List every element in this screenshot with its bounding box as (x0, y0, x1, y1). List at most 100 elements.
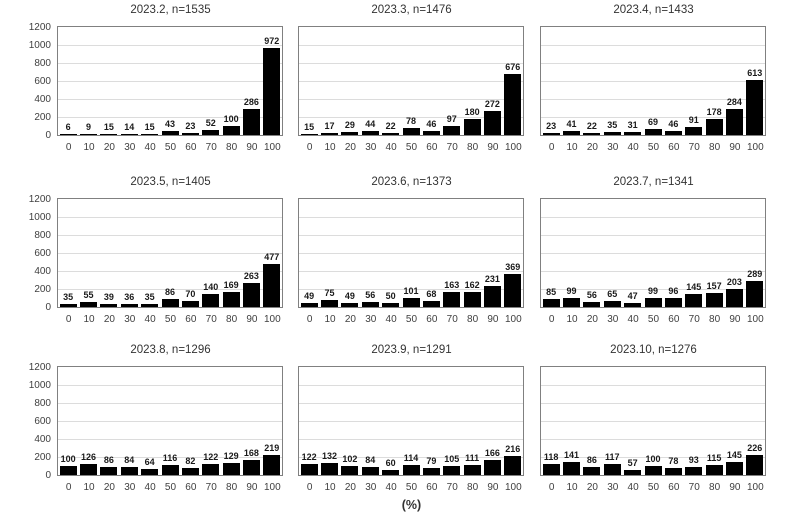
bar (542, 464, 560, 475)
bar (222, 126, 240, 135)
bar (624, 132, 642, 135)
x-tick-label: 60 (426, 314, 438, 325)
bar-value-label: 286 (243, 97, 259, 108)
x-tick-label: 80 (709, 314, 721, 325)
bar-value-label: 145 (726, 449, 742, 460)
x-tick-label: 0 (306, 142, 313, 153)
bar-value-label: 226 (747, 442, 763, 453)
y-tick-label: 0 (45, 129, 51, 141)
bar-value-label: 219 (264, 443, 280, 454)
bar-value-label: 6 (65, 122, 71, 132)
x-tick-label: 90 (246, 314, 258, 325)
x-tick-label: 50 (164, 482, 177, 493)
y-tick-label: 1200 (28, 193, 51, 205)
bar-value-label: 46 (668, 118, 679, 129)
y-tick-label: 200 (34, 451, 51, 463)
bar-value-label: 31 (627, 120, 638, 131)
x-tick-label: 100 (504, 482, 522, 493)
bar-value-label: 86 (164, 287, 175, 298)
bar-value-label: 17 (324, 121, 335, 132)
x-tick-label: 90 (246, 142, 258, 153)
bar (242, 109, 260, 135)
y-tick-label: 1000 (28, 379, 51, 391)
gridline (541, 271, 765, 272)
bar-value-label: 29 (344, 120, 355, 131)
bar (100, 133, 118, 135)
bar (341, 465, 359, 475)
bar (300, 133, 318, 135)
bar-value-label: 14 (124, 121, 135, 132)
bar-value-label: 111 (465, 453, 480, 464)
gridline (299, 235, 523, 236)
bar (483, 286, 501, 307)
bar-value-label: 57 (627, 457, 638, 468)
x-tick-label: 100 (746, 142, 764, 153)
bar-value-label: 99 (566, 286, 577, 297)
bar-value-label: 50 (385, 290, 396, 301)
x-tick-label: 90 (729, 142, 741, 153)
y-tick-label: 1200 (28, 21, 51, 33)
x-tick-label: 40 (385, 314, 397, 325)
gridline (299, 117, 523, 118)
bar-value-label: 60 (385, 457, 396, 468)
gridline (58, 403, 282, 404)
bar-value-label: 114 (403, 452, 419, 463)
bar (59, 303, 77, 307)
bar-value-label: 49 (304, 290, 315, 301)
gridline (58, 385, 282, 386)
bar (644, 128, 662, 135)
x-tick-label: 50 (164, 314, 177, 325)
x-tick-label: 80 (709, 482, 721, 493)
bar (583, 301, 601, 307)
gridline (541, 421, 765, 422)
bar (242, 459, 260, 475)
bar (504, 74, 522, 135)
bar (161, 299, 179, 307)
bar (382, 469, 400, 475)
bar (141, 133, 159, 135)
x-tick-label: 50 (647, 314, 660, 325)
gridline (299, 289, 523, 290)
chart-title: 2023.10, n=1276 (610, 344, 697, 356)
plot-area: 23 41 22 35 31 69 46 91 178 284 613 (540, 26, 766, 136)
bar (141, 303, 159, 307)
bar (80, 134, 98, 135)
x-tick-label: 70 (688, 314, 700, 325)
bar-value-label: 44 (365, 119, 376, 130)
x-tick-label: 30 (124, 142, 136, 153)
bar-value-label: 676 (505, 62, 521, 73)
y-tick-label: 200 (34, 283, 51, 295)
x-tick-label: 100 (504, 142, 522, 153)
bar-value-label: 99 (647, 286, 658, 297)
x-tick-label: 80 (226, 482, 238, 493)
x-tick-label: 50 (405, 482, 418, 493)
bar-value-label: 15 (304, 121, 315, 132)
bar-value-label: 93 (688, 454, 699, 465)
x-tick-label: 80 (467, 314, 479, 325)
x-tick-label: 20 (103, 482, 115, 493)
gridline (58, 289, 282, 290)
gridline (541, 457, 765, 458)
bar-value-label: 105 (444, 453, 460, 464)
x-tick-label: 50 (647, 142, 660, 153)
bar (443, 126, 461, 135)
y-tick-label: 1000 (28, 39, 51, 51)
bar-value-label: 369 (505, 261, 521, 272)
bar (685, 293, 703, 307)
x-tick-label: 80 (467, 142, 479, 153)
chart-title: 2023.9, n=1291 (371, 344, 452, 356)
bar (222, 463, 240, 475)
gridline (58, 457, 282, 458)
bar-value-label: 39 (103, 291, 114, 302)
x-tick-label: 60 (668, 482, 680, 493)
x-tick-label: 70 (688, 482, 700, 493)
x-tick-label: 50 (647, 482, 660, 493)
bar-value-label: 36 (124, 291, 135, 302)
bar-value-label: 84 (124, 455, 135, 466)
bar-value-label: 122 (301, 452, 317, 463)
chart-title: 2023.2, n=1535 (130, 4, 211, 16)
bar (59, 134, 77, 135)
x-tick-label: 10 (83, 314, 95, 325)
bar (341, 132, 359, 135)
